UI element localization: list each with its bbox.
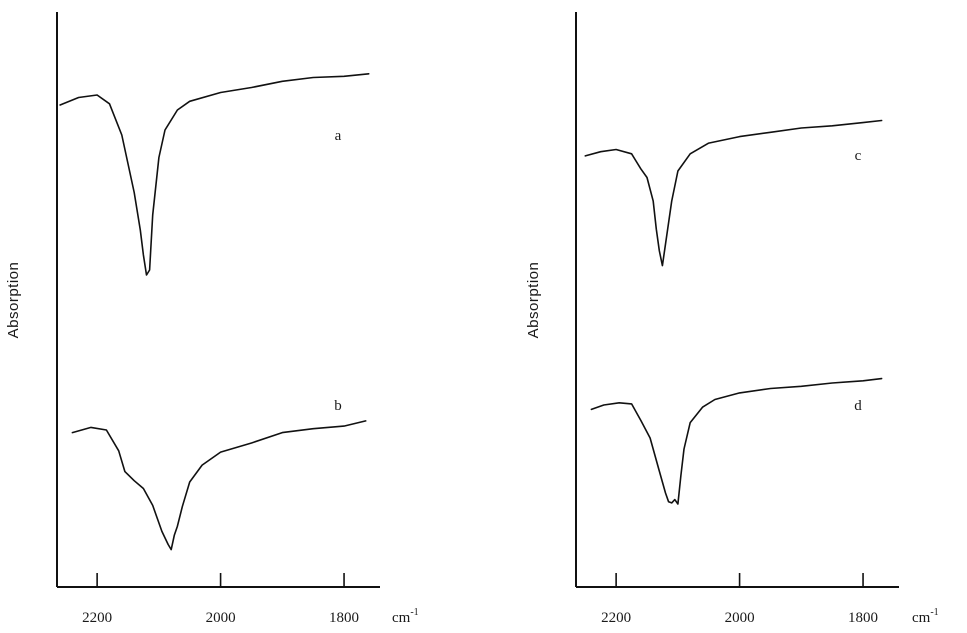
x-tick-label: 1800: [848, 610, 878, 626]
curve-label-a: a: [335, 128, 342, 144]
y-axis-label: Absorption: [525, 262, 542, 339]
chart-panel-left: 2200 2000 1800 cm-1 Absorption a b: [5, 12, 419, 626]
x-tick-label: 2000: [206, 610, 236, 626]
curve-label-c: c: [855, 148, 862, 164]
spectrum-curve-b: [71, 420, 367, 551]
x-tick-label: 2200: [601, 610, 631, 626]
spectrum-curve-d: [590, 377, 883, 505]
x-axis-unit-label: cm-1: [912, 607, 939, 626]
spectrum-curve-a: [59, 73, 370, 276]
curve-label-d: d: [854, 398, 862, 414]
spectrum-curve-c: [584, 119, 883, 267]
y-axis-label: Absorption: [5, 262, 22, 339]
x-axis-unit-label: cm-1: [392, 607, 419, 626]
x-tick-label: 2000: [725, 610, 755, 626]
curve-label-b: b: [334, 398, 342, 414]
chart-panel-right: 2200 2000 1800 cm-1 Absorption c d: [525, 12, 939, 626]
x-axis-unit-exponent: -1: [930, 607, 938, 618]
x-tick-label: 1800: [329, 610, 359, 626]
x-tick-label: 2200: [82, 610, 112, 626]
x-axis-unit-exponent: -1: [410, 607, 418, 618]
